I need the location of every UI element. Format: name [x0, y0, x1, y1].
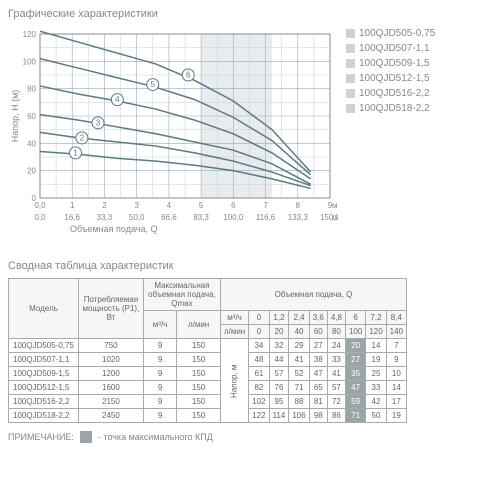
svg-text:1: 1 [70, 201, 75, 210]
svg-text:0,0: 0,0 [34, 201, 46, 210]
svg-text:5: 5 [151, 80, 156, 89]
svg-text:100,0: 100,0 [223, 213, 244, 222]
note-text: - точка максимального КПД [98, 432, 213, 442]
svg-text:120: 120 [23, 30, 37, 39]
legend-swatch [346, 59, 355, 68]
svg-text:40: 40 [27, 139, 36, 148]
svg-text:50,0: 50,0 [129, 213, 145, 222]
legend-label: 100QJD505-0,75 [359, 26, 435, 41]
svg-text:2: 2 [102, 201, 107, 210]
note: ПРИМЕЧАНИЕ: - точка максимального КПД [8, 431, 492, 443]
svg-text:0,0: 0,0 [34, 213, 46, 222]
svg-text:2: 2 [80, 133, 85, 142]
svg-text:л/мин: л/мин [332, 213, 338, 222]
svg-text:4: 4 [115, 95, 120, 104]
legend-label: 100QJD518-2,2 [359, 101, 430, 116]
svg-text:м³/ч: м³/ч [332, 201, 338, 210]
note-label: ПРИМЕЧАНИЕ: [8, 432, 74, 442]
svg-text:4: 4 [167, 201, 172, 210]
legend-swatch [346, 44, 355, 53]
legend-swatch [346, 29, 355, 38]
svg-text:3: 3 [96, 118, 101, 127]
legend-label: 100QJD512-1,5 [359, 71, 430, 86]
svg-text:116,6: 116,6 [256, 213, 276, 222]
table-heading: Сводная таблица характеристик [8, 260, 492, 272]
svg-text:60: 60 [27, 112, 36, 121]
chart-heading: Графические характеристики [8, 8, 492, 20]
svg-text:Напор, H (м): Напор, H (м) [10, 90, 20, 143]
legend: 100QJD505-0,75100QJD507-1,1100QJD509-1,5… [346, 26, 435, 236]
legend-swatch [346, 89, 355, 98]
svg-text:16,6: 16,6 [64, 213, 80, 222]
legend-label: 100QJD516-2,2 [359, 86, 430, 101]
chart: 1234560204060801001200,01234567890,016,6… [8, 26, 338, 236]
svg-text:8: 8 [296, 201, 301, 210]
svg-text:7: 7 [263, 201, 268, 210]
svg-text:6: 6 [186, 71, 191, 80]
note-swatch [80, 431, 92, 443]
svg-text:33,3: 33,3 [97, 213, 113, 222]
svg-text:100: 100 [23, 57, 37, 66]
svg-text:83,3: 83,3 [193, 213, 209, 222]
svg-text:3: 3 [134, 201, 139, 210]
legend-swatch [346, 104, 355, 113]
svg-text:20: 20 [27, 167, 36, 176]
legend-label: 100QJD507-1,1 [359, 41, 430, 56]
svg-text:66,6: 66,6 [161, 213, 177, 222]
legend-label: 100QJD509-1,5 [359, 56, 430, 71]
svg-text:80: 80 [27, 85, 36, 94]
svg-text:6: 6 [231, 201, 236, 210]
svg-text:5: 5 [199, 201, 204, 210]
legend-swatch [346, 74, 355, 83]
svg-text:133,3: 133,3 [288, 213, 309, 222]
svg-text:1: 1 [73, 148, 78, 157]
summary-table: Модель Потребляемая мощность (P1), Вт Ма… [8, 278, 492, 423]
svg-text:Объемная подача, Q: Объемная подача, Q [70, 224, 157, 234]
